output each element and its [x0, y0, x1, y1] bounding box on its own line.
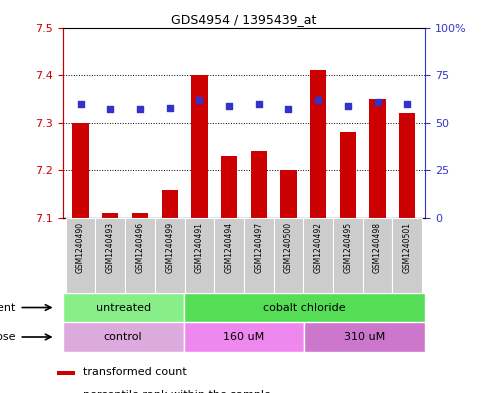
Text: GSM1240499: GSM1240499 [165, 222, 174, 273]
Bar [155, 218, 185, 293]
Bar [399, 113, 415, 218]
Bar [392, 218, 422, 293]
Point [106, 107, 114, 113]
Text: control: control [104, 332, 142, 342]
Text: 160 uM: 160 uM [223, 332, 265, 342]
Text: GSM1240494: GSM1240494 [225, 222, 234, 273]
Bar [63, 293, 184, 322]
Point [374, 99, 382, 105]
Text: GSM1240490: GSM1240490 [76, 222, 85, 273]
Text: GSM1240495: GSM1240495 [343, 222, 352, 273]
Text: GSM1240496: GSM1240496 [136, 222, 144, 273]
Bar [273, 218, 303, 293]
Text: GSM1240498: GSM1240498 [373, 222, 382, 273]
Bar [251, 151, 267, 218]
Text: GSM1240497: GSM1240497 [254, 222, 263, 273]
Title: GDS4954 / 1395439_at: GDS4954 / 1395439_at [171, 13, 316, 26]
Point [166, 105, 173, 111]
Text: agent: agent [0, 303, 15, 312]
Bar [63, 322, 184, 352]
Text: transformed count: transformed count [83, 367, 186, 377]
Bar [72, 123, 89, 218]
Bar [96, 218, 125, 293]
Text: cobalt chloride: cobalt chloride [263, 303, 346, 312]
Bar [132, 213, 148, 218]
Bar [369, 99, 386, 218]
Text: 310 uM: 310 uM [344, 332, 385, 342]
Point [255, 101, 263, 107]
Point [196, 97, 203, 103]
Point [344, 103, 352, 109]
Point [77, 101, 85, 107]
Text: percentile rank within the sample: percentile rank within the sample [83, 390, 271, 393]
Text: untreated: untreated [96, 303, 151, 312]
Text: GSM1240500: GSM1240500 [284, 222, 293, 273]
Bar [363, 218, 392, 293]
Bar [66, 218, 96, 293]
Bar [161, 189, 178, 218]
Text: GSM1240492: GSM1240492 [313, 222, 323, 273]
Bar [185, 218, 214, 293]
Point [403, 101, 411, 107]
Point [136, 107, 144, 113]
Bar [244, 218, 273, 293]
Bar [184, 293, 425, 322]
Bar [191, 75, 208, 218]
Bar [125, 218, 155, 293]
Text: GSM1240491: GSM1240491 [195, 222, 204, 273]
Text: GSM1240501: GSM1240501 [403, 222, 412, 273]
Text: dose: dose [0, 332, 15, 342]
Bar [333, 218, 363, 293]
Bar [304, 322, 425, 352]
Bar [214, 218, 244, 293]
Bar [310, 70, 327, 218]
Point [225, 103, 233, 109]
Bar [184, 322, 304, 352]
Text: GSM1240493: GSM1240493 [106, 222, 115, 273]
Bar [303, 218, 333, 293]
Point [314, 97, 322, 103]
Bar [102, 213, 118, 218]
Point [284, 107, 292, 113]
Bar [57, 371, 75, 375]
Bar [221, 156, 237, 218]
Bar [340, 132, 356, 218]
Bar [280, 171, 297, 218]
